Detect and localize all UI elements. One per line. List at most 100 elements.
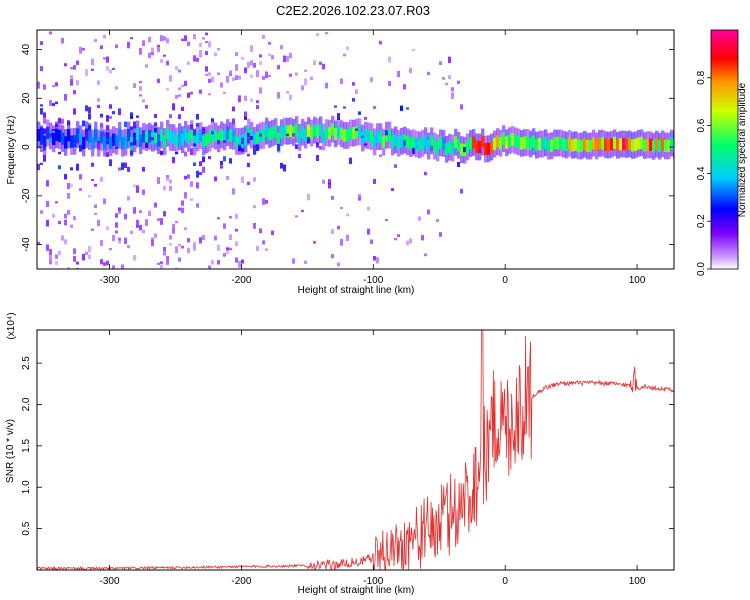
spectrogram-cell-147 xyxy=(97,219,100,227)
spectrogram-cell-435 xyxy=(208,41,211,48)
spectrogram-cell-684 xyxy=(349,157,352,164)
spectrogram-cell-497 xyxy=(235,52,238,57)
spectrogram-cell-198 xyxy=(118,237,121,244)
spectrogram-cell-54 xyxy=(58,151,61,155)
spectrogram-cell-41 xyxy=(52,85,55,88)
spectrogram-cell-651 xyxy=(328,127,332,140)
spectrogram-cell-752 xyxy=(403,140,406,146)
spectrogram-cell-86 xyxy=(70,224,73,228)
spectrogram-cell-567 xyxy=(265,248,268,251)
spectrogram-cell-342 xyxy=(175,220,178,224)
spectrogram-cell-203 xyxy=(118,209,121,214)
spectrogram-cell-238 xyxy=(133,255,136,261)
spectrogram-cell-304 xyxy=(160,150,163,156)
spectrogram-x-tick-label-1: -200 xyxy=(231,275,251,286)
spectrogram-cell-209 xyxy=(121,164,124,170)
spectrogram-cell-773 xyxy=(421,235,424,241)
spectrogram-cell-917 xyxy=(610,138,614,151)
spectrogram-cell-943 xyxy=(649,138,653,151)
spectrogram-cell-145 xyxy=(97,142,100,150)
spectrogram-x-tick-label-4: 100 xyxy=(629,275,646,286)
spectrogram-cell-103 xyxy=(79,132,83,145)
spectrogram-cell-178 xyxy=(109,104,112,109)
spectrogram-cell-777 xyxy=(424,171,427,176)
spectrogram-cell-26 xyxy=(46,244,49,251)
spectrogram-cell-526 xyxy=(247,153,250,157)
spectrogram-cell-945 xyxy=(652,140,656,153)
spectrogram-cell-592 xyxy=(286,125,290,138)
spectrogram-cell-740 xyxy=(394,237,397,241)
spectrogram-cell-479 xyxy=(229,234,232,240)
spectrogram-cell-302 xyxy=(160,261,163,264)
spectrogram-cell-807 xyxy=(451,87,454,92)
spectrogram-cell-708 xyxy=(367,206,370,211)
spectrogram-cell-367 xyxy=(184,142,187,146)
spectrogram-y-tick-label-4: 40 xyxy=(21,44,32,56)
spectrogram-cell-645 xyxy=(322,63,325,70)
spectrogram-cell-146 xyxy=(97,104,100,109)
spectrogram-cell-242 xyxy=(136,225,139,228)
spectrogram-cell-559 xyxy=(262,76,265,80)
spectrogram-cell-891 xyxy=(571,139,575,152)
spectrogram-cell-865 xyxy=(532,135,536,148)
spectrogram-cell-491 xyxy=(235,75,238,80)
spectrogram-cell-670 xyxy=(340,206,343,210)
spectrogram-cell-184 xyxy=(112,265,115,269)
snr-y-tick-label-0: 0.5 xyxy=(21,521,32,535)
spectrogram-cell-213 xyxy=(124,162,127,168)
spectrogram-cell-386 xyxy=(190,91,193,95)
spectrogram-cell-98 xyxy=(76,163,79,171)
spectrogram-cell-434 xyxy=(208,156,211,160)
spectrogram-cell-354 xyxy=(178,243,181,247)
spectrogram-cell-377 xyxy=(187,247,190,254)
spectrogram-cell-413 xyxy=(199,172,202,175)
spectrogram-cell-401 xyxy=(196,114,199,120)
spectrogram-cell-353 xyxy=(178,87,181,91)
spectrogram-cell-226 xyxy=(130,37,133,40)
spectrogram-cell-730 xyxy=(385,219,388,222)
spectrogram-cell-366 xyxy=(184,151,187,157)
spectrogram-cell-215 xyxy=(124,237,127,244)
spectrogram-cell-477 xyxy=(229,247,232,251)
spectrogram-cell-933 xyxy=(634,138,638,151)
spectrogram-cell-599 xyxy=(289,73,292,77)
spectrogram-cell-373 xyxy=(187,132,191,145)
spectrogram-cell-268 xyxy=(145,142,148,148)
snr-x-tick-label-1: -200 xyxy=(231,576,251,587)
spectrogram-cell-885 xyxy=(562,138,566,151)
spectrogram-cell-641 xyxy=(319,61,322,65)
spectrogram-cell-158 xyxy=(103,137,107,150)
spectrogram-cell-602 xyxy=(292,126,296,139)
spectrogram-cell-955 xyxy=(667,139,671,152)
spectrogram-cell-210 xyxy=(121,162,124,166)
spectrogram-cell-586 xyxy=(280,162,283,169)
spectrogram-cell-794 xyxy=(442,137,446,150)
spectrogram-cell-621 xyxy=(304,78,307,86)
spectrogram-cell-244 xyxy=(136,115,139,118)
spectrogram-cell-935 xyxy=(637,137,641,150)
spectrogram-cell-9 xyxy=(40,41,43,45)
spectrogram-cell-422 xyxy=(205,133,209,146)
spectrogram-cell-394 xyxy=(193,55,196,62)
spectrogram-cell-246 xyxy=(136,219,139,227)
spectrogram-cell-117 xyxy=(85,251,88,255)
spectrogram-cell-939 xyxy=(643,139,647,152)
spectrogram-cell-716 xyxy=(373,256,376,261)
spectrogram-cell-243 xyxy=(136,185,139,192)
spectrogram-cell-369 xyxy=(184,175,187,180)
spectrogram-cell-11 xyxy=(40,108,43,115)
spectrogram-cell-790 xyxy=(439,136,443,149)
spectrogram-cell-172 xyxy=(106,65,109,71)
spectrogram-cell-901 xyxy=(586,139,590,153)
spectrogram-cell-42 xyxy=(52,213,55,218)
spectrogram-cell-337 xyxy=(172,103,175,111)
spectrogram-cell-841 xyxy=(496,135,500,148)
spectrogram-cell-388 xyxy=(193,135,197,149)
snr-background xyxy=(37,330,674,570)
spectrogram-cell-387 xyxy=(190,198,193,201)
spectrogram-cell-614 xyxy=(301,126,305,139)
spectrogram-cell-581 xyxy=(277,92,280,99)
spectrogram-cell-274 xyxy=(148,52,151,59)
spectrogram-cell-883 xyxy=(559,137,563,150)
spectrogram-cell-667 xyxy=(337,262,340,267)
